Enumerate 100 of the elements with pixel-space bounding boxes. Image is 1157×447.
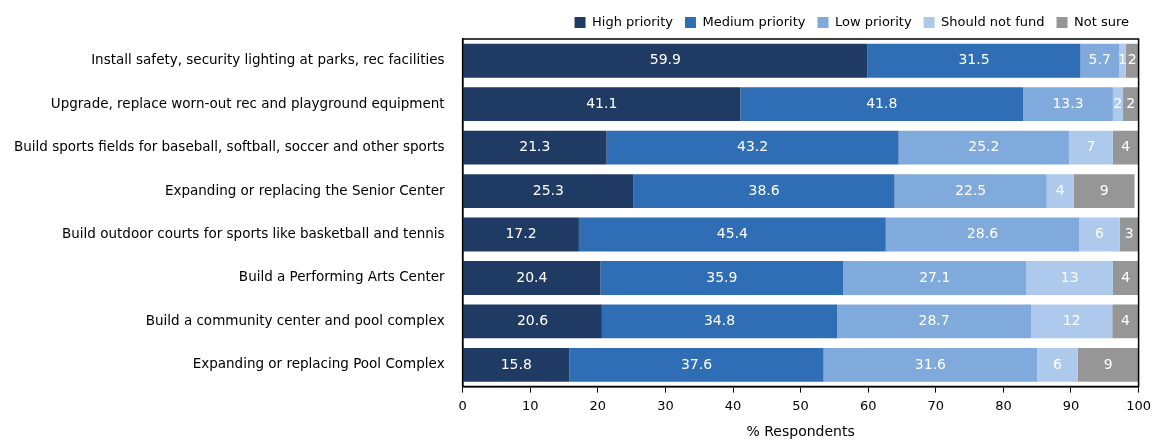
data-label: 13.3: [1052, 94, 1084, 111]
bar: [463, 347, 570, 382]
bar: [578, 217, 886, 252]
data-label: 9: [1099, 181, 1109, 198]
data-label: 28.6: [966, 225, 999, 242]
bar: [894, 174, 1047, 209]
bar: [1073, 174, 1135, 209]
data-label: 37.6: [680, 355, 713, 372]
x-tick-label: 70: [927, 397, 945, 413]
legend-label: Medium priority: [702, 13, 806, 29]
legend-label: High priority: [592, 13, 674, 29]
data-label: 34.8: [703, 312, 736, 329]
data-label: 17.2: [505, 225, 537, 242]
x-tick-label: 80: [995, 397, 1012, 413]
data-label: 21.3: [519, 138, 551, 155]
data-label: 35.9: [706, 268, 738, 285]
x-tick-label: 50: [792, 397, 809, 413]
bar: [1026, 261, 1113, 295]
y-tick-label: Build outdoor courts for sports like basketball and tennis: [62, 225, 445, 242]
legend-label: Should not fund: [941, 13, 1045, 29]
data-label: 2: [1113, 94, 1123, 111]
data-label: 3: [1124, 225, 1134, 242]
bar: [606, 130, 899, 165]
x-tick-label: 10: [521, 397, 539, 413]
bar: [463, 174, 634, 209]
x-tick-label: 60: [859, 397, 877, 413]
bar: [463, 130, 607, 165]
bar: [867, 43, 1081, 78]
y-tick-label: Build a community center and pool complex: [145, 311, 445, 328]
data-label: 2: [1127, 51, 1137, 68]
bar: [463, 217, 579, 252]
y-tick-label: Expanding or replacing Pool Complex: [192, 355, 445, 372]
legend-label: Low priority: [834, 13, 912, 29]
data-label: 7: [1086, 138, 1096, 155]
data-label: 4: [1121, 268, 1131, 285]
data-label: 31.5: [958, 51, 990, 68]
data-label: 27.1: [919, 268, 951, 285]
bar: [1112, 261, 1139, 295]
bar: [1068, 130, 1113, 165]
bar: [885, 217, 1080, 252]
data-label: 4: [1120, 312, 1130, 329]
data-label: 12: [1062, 312, 1081, 329]
data-label: 4: [1121, 138, 1131, 155]
bar: [1112, 130, 1139, 165]
data-label: 38.6: [748, 181, 780, 198]
bar: [740, 87, 1023, 122]
bar: [1023, 87, 1113, 122]
data-label: 45.4: [716, 225, 749, 242]
x-tick-label: 20: [589, 397, 607, 413]
bar: [463, 43, 868, 78]
data-label: 31.6: [914, 355, 947, 372]
data-label: 25.2: [968, 138, 1000, 155]
x-tick-label: 100: [1126, 397, 1152, 413]
y-tick-label: Expanding or replacing the Senior Center: [164, 181, 446, 198]
data-label: 41.1: [586, 94, 618, 111]
bar: [463, 87, 741, 122]
y-tick-label: Upgrade, replace worn-out rec and playground equipment: [50, 94, 445, 111]
bar: [1037, 347, 1078, 382]
x-axis-title: % Respondents: [746, 423, 855, 440]
data-label: 41.8: [866, 94, 898, 111]
data-label: 13: [1060, 268, 1079, 285]
data-label: 20.4: [516, 268, 548, 285]
bar: [837, 304, 1032, 339]
legend-label: Not sure: [1074, 13, 1130, 29]
bar: [898, 130, 1069, 165]
data-label: 6: [1053, 355, 1063, 372]
x-tick-label: 0: [458, 397, 467, 413]
bar: [463, 261, 601, 295]
data-label: 2: [1126, 94, 1136, 111]
data-label: 59.9: [649, 51, 681, 68]
y-tick-label: Install safety, security lighting at parks, rec facilities: [91, 51, 445, 68]
bar: [601, 304, 838, 339]
bar: [569, 347, 824, 382]
bar: [1080, 43, 1119, 78]
data-label: 5.7: [1088, 51, 1111, 68]
data-label: 1: [1117, 51, 1127, 68]
bar: [1077, 347, 1139, 382]
bar: [1112, 304, 1139, 339]
data-label: 9: [1103, 355, 1113, 372]
data-label: 20.6: [516, 312, 549, 329]
bar: [633, 174, 895, 209]
data-label: 4: [1055, 181, 1065, 198]
bar: [1031, 304, 1113, 339]
bar: [1046, 174, 1074, 209]
data-label: 25.3: [532, 181, 564, 198]
data-label: 43.2: [737, 138, 769, 155]
y-tick-label: Build sports fields for baseball, softball, soccer and other sports: [14, 138, 445, 155]
data-label: 22.5: [955, 181, 987, 198]
y-tick-label: Build a Performing Arts Center: [238, 268, 446, 285]
bar: [463, 304, 602, 339]
bar: [1079, 217, 1120, 252]
bar: [843, 261, 1027, 295]
x-tick-label: 40: [724, 397, 742, 413]
data-label: 28.7: [918, 312, 950, 329]
data-label: 15.8: [500, 355, 532, 372]
bar: [600, 261, 844, 295]
x-tick-label: 90: [1062, 397, 1080, 413]
data-label: 6: [1094, 225, 1104, 242]
bar: [823, 347, 1038, 382]
x-tick-label: 30: [657, 397, 674, 413]
